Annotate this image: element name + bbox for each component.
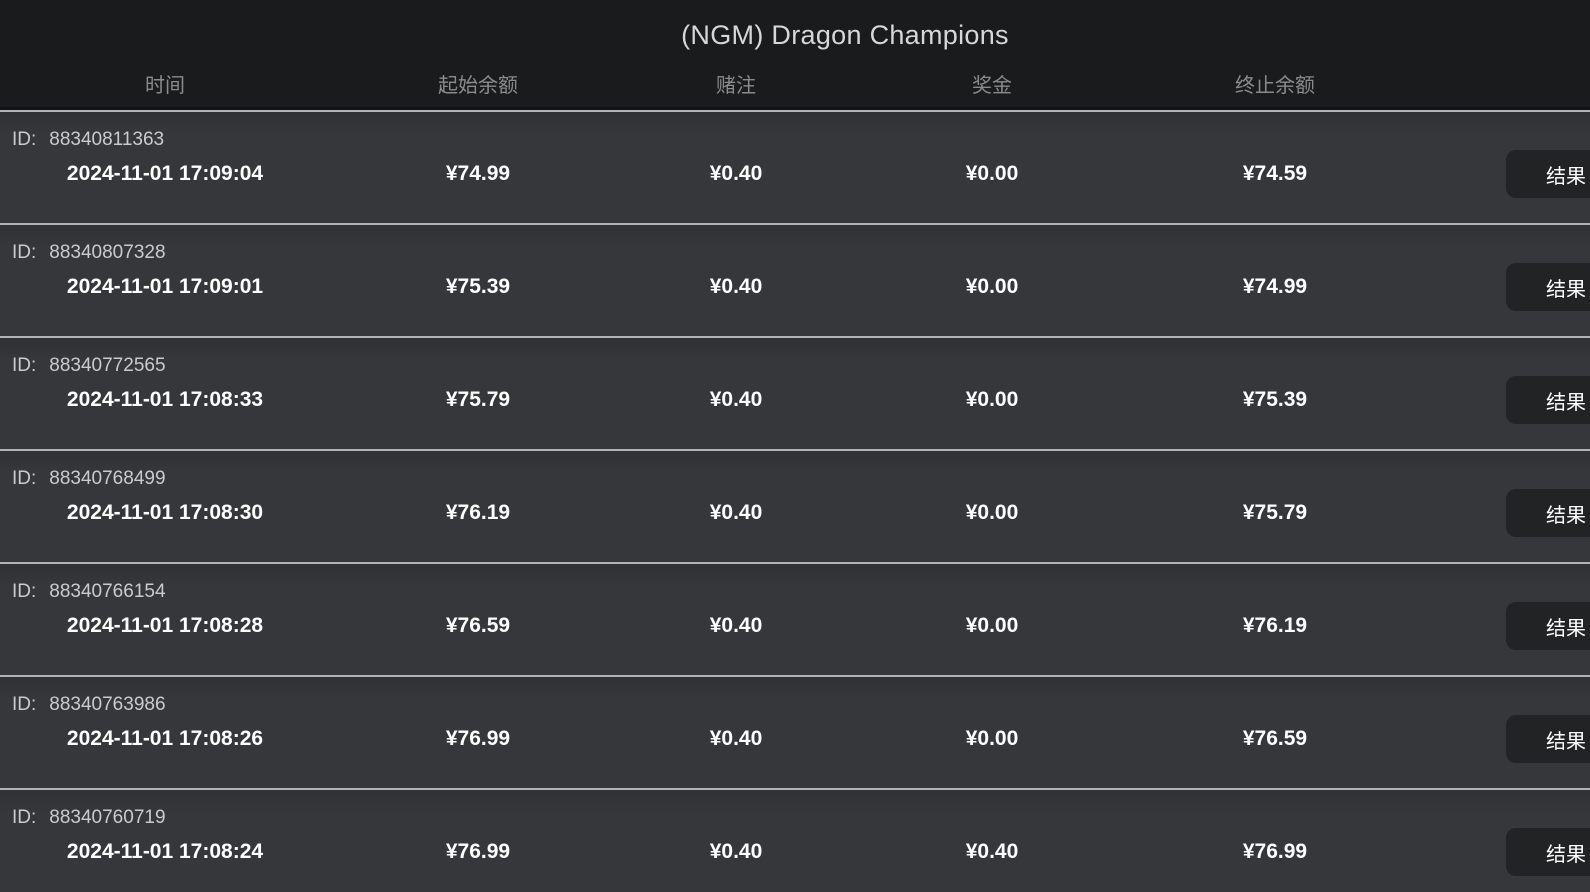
column-header-start-balance: 起始余额 (438, 75, 518, 97)
cell-bet: ¥0.40 (709, 162, 763, 185)
row-values: 2024-11-01 17:08:26 ¥76.99 ¥0.40 ¥0.00 ¥… (0, 715, 1590, 763)
column-header-row: 时间 起始余额 赌注 奖金 终止余额 (0, 66, 1590, 107)
round-id-line: ID: 88340760719 (12, 807, 166, 829)
cell-prize: ¥0.00 (965, 614, 1019, 637)
cell-bet: ¥0.40 (709, 727, 763, 750)
cell-start-balance: ¥76.19 (445, 501, 511, 524)
cell-time: 2024-11-01 17:08:30 (66, 501, 264, 524)
round-id-line: ID: 88340763986 (12, 694, 166, 716)
cell-bet: ¥0.40 (709, 840, 763, 863)
cell-bet: ¥0.40 (709, 388, 763, 411)
cell-prize: ¥0.00 (965, 501, 1019, 524)
result-button[interactable]: 结果 (1506, 602, 1590, 650)
cell-bet: ¥0.40 (709, 614, 763, 637)
round-id-line: ID: 88340811363 (12, 129, 164, 151)
cell-result: 结果 (1412, 828, 1590, 876)
cell-prize: ¥0.00 (965, 275, 1019, 298)
result-button[interactable]: 结果 (1506, 715, 1590, 763)
column-header-end-balance: 终止余额 (1235, 75, 1315, 97)
result-button[interactable]: 结果 (1506, 263, 1590, 311)
cell-result: 结果 (1412, 602, 1590, 650)
round-id-value: 88340760719 (49, 807, 166, 828)
cell-prize: ¥0.00 (965, 727, 1019, 750)
cell-end-balance: ¥75.39 (1242, 388, 1308, 411)
cell-end-balance: ¥76.99 (1242, 840, 1308, 863)
cell-start-balance: ¥75.79 (445, 388, 511, 411)
table-row: ID: 88340760719 2024-11-01 17:08:24 ¥76.9… (0, 788, 1590, 892)
cell-bet: ¥0.40 (709, 501, 763, 524)
cell-start-balance: ¥76.99 (445, 840, 511, 863)
round-id-label: ID: (12, 807, 37, 828)
cell-bet: ¥0.40 (709, 275, 763, 298)
round-id-value: 88340768499 (49, 468, 166, 489)
result-button[interactable]: 结果 (1506, 150, 1590, 198)
cell-prize: ¥0.00 (965, 388, 1019, 411)
cell-end-balance: ¥75.79 (1242, 501, 1308, 524)
row-values: 2024-11-01 17:08:30 ¥76.19 ¥0.40 ¥0.00 ¥… (0, 489, 1590, 537)
round-id-value: 88340811363 (49, 129, 165, 150)
table-row: ID: 88340763986 2024-11-01 17:08:26 ¥76.9… (0, 675, 1590, 788)
result-button[interactable]: 结果 (1506, 828, 1590, 876)
cell-time: 2024-11-01 17:09:01 (66, 275, 264, 298)
round-id-line: ID: 88340807328 (12, 242, 166, 264)
table-row: ID: 88340772565 2024-11-01 17:08:33 ¥75.7… (0, 336, 1590, 449)
round-id-label: ID: (12, 129, 37, 150)
round-id-value: 88340772565 (49, 355, 166, 376)
result-button[interactable]: 结果 (1506, 489, 1590, 537)
cell-time: 2024-11-01 17:08:24 (66, 840, 264, 863)
cell-result: 结果 (1412, 263, 1590, 311)
cell-time: 2024-11-01 17:08:26 (66, 727, 264, 750)
cell-result: 结果 (1412, 489, 1590, 537)
cell-start-balance: ¥76.99 (445, 727, 511, 750)
cell-end-balance: ¥74.99 (1242, 275, 1308, 298)
cell-end-balance: ¥74.59 (1242, 162, 1308, 185)
history-row-list: ID: 88340811363 2024-11-01 17:09:04 ¥74.9… (0, 110, 1590, 892)
cell-time: 2024-11-01 17:09:04 (66, 162, 264, 185)
round-id-value: 88340766154 (49, 581, 166, 602)
table-row: ID: 88340768499 2024-11-01 17:08:30 ¥76.1… (0, 449, 1590, 562)
table-header: (NGM) Dragon Champions 时间 起始余额 赌注 奖金 终止余… (0, 0, 1590, 110)
round-id-label: ID: (12, 694, 37, 715)
cell-end-balance: ¥76.59 (1242, 727, 1308, 750)
round-id-label: ID: (12, 581, 37, 602)
cell-time: 2024-11-01 17:08:33 (66, 388, 264, 411)
cell-start-balance: ¥76.59 (445, 614, 511, 637)
cell-prize: ¥0.00 (965, 162, 1019, 185)
cell-start-balance: ¥74.99 (445, 162, 511, 185)
round-id-label: ID: (12, 355, 37, 376)
round-id-value: 88340763986 (49, 694, 166, 715)
cell-start-balance: ¥75.39 (445, 275, 511, 298)
row-values: 2024-11-01 17:08:24 ¥76.99 ¥0.40 ¥0.40 ¥… (0, 828, 1590, 876)
round-id-line: ID: 88340772565 (12, 355, 166, 377)
game-title: (NGM) Dragon Champions (681, 20, 1009, 50)
cell-result: 结果 (1412, 715, 1590, 763)
round-id-value: 88340807328 (49, 242, 166, 263)
round-id-label: ID: (12, 468, 37, 489)
column-header-result (1412, 66, 1590, 107)
round-id-line: ID: 88340766154 (12, 581, 166, 603)
table-row: ID: 88340811363 2024-11-01 17:09:04 ¥74.9… (0, 110, 1590, 223)
column-header-time: 时间 (145, 75, 185, 97)
cell-time: 2024-11-01 17:08:28 (66, 614, 264, 637)
round-id-line: ID: 88340768499 (12, 468, 166, 490)
row-values: 2024-11-01 17:08:28 ¥76.59 ¥0.40 ¥0.00 ¥… (0, 602, 1590, 650)
column-header-bet: 赌注 (716, 75, 756, 97)
row-values: 2024-11-01 17:08:33 ¥75.79 ¥0.40 ¥0.00 ¥… (0, 376, 1590, 424)
row-values: 2024-11-01 17:09:04 ¥74.99 ¥0.40 ¥0.00 ¥… (0, 150, 1590, 198)
result-button[interactable]: 结果 (1506, 376, 1590, 424)
cell-prize: ¥0.40 (965, 840, 1019, 863)
row-values: 2024-11-01 17:09:01 ¥75.39 ¥0.40 ¥0.00 ¥… (0, 263, 1590, 311)
cell-result: 结果 (1412, 150, 1590, 198)
table-row: ID: 88340766154 2024-11-01 17:08:28 ¥76.5… (0, 562, 1590, 675)
cell-end-balance: ¥76.19 (1242, 614, 1308, 637)
round-id-label: ID: (12, 242, 37, 263)
table-row: ID: 88340807328 2024-11-01 17:09:01 ¥75.3… (0, 223, 1590, 336)
column-header-prize: 奖金 (972, 75, 1012, 97)
cell-result: 结果 (1412, 376, 1590, 424)
